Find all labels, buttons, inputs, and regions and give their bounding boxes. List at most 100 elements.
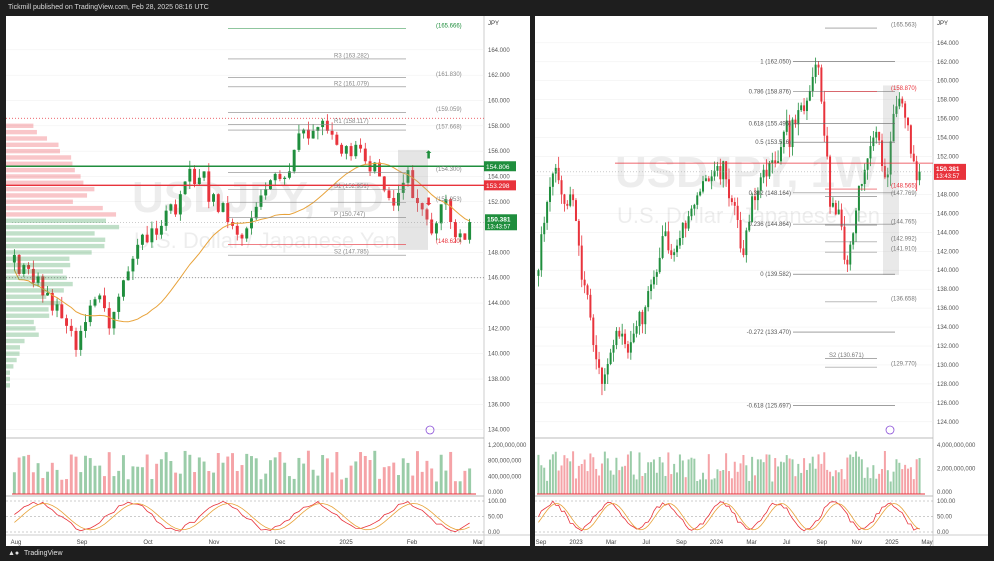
y-tick-label: 156.000 xyxy=(937,117,959,123)
volume-bar xyxy=(112,476,116,494)
candle-body xyxy=(843,226,846,260)
daily-chart-svg[interactable]: JPY 164.000 162.000 160.000 158.000 156.000 15… xyxy=(6,16,530,546)
candle-body xyxy=(782,131,785,148)
weekly-chart-panel[interactable]: JPY 164.000 162.000 160.000 158.000 156.000 15… xyxy=(535,16,988,546)
candle-body xyxy=(837,209,840,215)
volume-bar xyxy=(240,465,244,494)
volume-bar xyxy=(742,454,745,494)
volume-bar xyxy=(791,459,794,494)
symbol-description-watermark: U.S. Dollar / Japanese Yen xyxy=(134,228,397,253)
candle-body xyxy=(756,190,759,201)
daily-chart-panel[interactable]: JPY 164.000 162.000 160.000 158.000 156.000 15… xyxy=(6,16,530,546)
y-tick-label: 152.000 xyxy=(937,155,959,161)
volume-bar xyxy=(46,471,50,494)
level-label: S2 (147.785) xyxy=(334,250,369,256)
volume-bar xyxy=(216,453,220,494)
volume-profile-bar xyxy=(6,123,34,129)
fib-label: 0.786 (158.876) xyxy=(749,89,791,95)
candle-body xyxy=(193,168,197,185)
candle-body xyxy=(655,272,658,277)
candle-body xyxy=(886,174,889,178)
volume-profile-bar xyxy=(6,288,64,293)
volume-bar xyxy=(710,479,713,494)
volume-bar xyxy=(915,459,918,494)
tradingview-logo-icon: ▲● xyxy=(8,550,20,557)
candle-body xyxy=(31,268,35,283)
candle-body xyxy=(765,169,768,177)
volume-bar xyxy=(883,450,886,494)
y-tick-label: 126.000 xyxy=(937,401,959,407)
candle-body xyxy=(852,233,855,245)
volume-bar xyxy=(730,478,733,494)
volume-bar xyxy=(254,458,258,494)
candle-body xyxy=(624,333,627,345)
volume-bar xyxy=(678,454,681,494)
y-tick-label: 144.000 xyxy=(937,230,959,236)
volume-bar xyxy=(618,470,621,494)
volume-bar xyxy=(131,466,135,494)
volume-bar xyxy=(872,465,875,494)
volume-bar xyxy=(321,455,325,494)
candle-body xyxy=(543,222,546,235)
y-tick-label: 136.000 xyxy=(937,306,959,312)
candle-body xyxy=(840,209,843,227)
volume-bar xyxy=(278,452,282,494)
publisher-bar: Tickmill published on TradingView.com, F… xyxy=(0,0,994,16)
key-level-label: 153.298 xyxy=(486,183,510,190)
volume-bar xyxy=(751,456,754,494)
volume-bar xyxy=(406,462,410,494)
candle-body xyxy=(702,181,705,192)
volume-bar xyxy=(325,458,329,494)
volume-bar xyxy=(88,458,92,494)
candle-body xyxy=(707,178,710,182)
volume-profile-bar xyxy=(6,174,81,179)
weekly-chart-svg[interactable]: JPY 164.000 162.000 160.000 158.000 156.000 15… xyxy=(535,16,988,546)
y-tick-label: 162.000 xyxy=(488,73,510,79)
candle-body xyxy=(883,166,886,178)
x-tick-label: Nov xyxy=(209,540,220,546)
candle-body xyxy=(449,199,453,223)
candle-body xyxy=(814,64,817,77)
volume-bar xyxy=(621,466,624,494)
candle-body xyxy=(600,367,603,384)
volume-bar xyxy=(287,476,291,494)
candle-body xyxy=(382,176,386,191)
candle-body xyxy=(430,219,434,234)
candle-body xyxy=(733,202,736,206)
candle-body xyxy=(650,284,653,292)
volume-bar xyxy=(136,466,140,494)
candle-body xyxy=(159,225,163,235)
candle-body xyxy=(557,167,560,181)
candle-body xyxy=(65,318,69,326)
volume-bar xyxy=(574,478,577,494)
volume-bar xyxy=(17,457,21,494)
volume-bar xyxy=(245,453,249,494)
volume-bar xyxy=(444,470,448,494)
fib-label: -0.618 (125.697) xyxy=(747,404,791,410)
candle-body xyxy=(687,216,690,229)
candle-body xyxy=(866,158,869,170)
candle-body xyxy=(788,120,791,148)
volume-bar xyxy=(577,465,580,494)
candle-body xyxy=(335,134,339,145)
candle-body xyxy=(79,330,83,350)
candle-body xyxy=(36,276,40,283)
current-price-value: 150.381 xyxy=(487,216,511,223)
candle-body xyxy=(164,210,168,226)
volume-bar xyxy=(363,455,367,494)
volume-bar xyxy=(892,471,895,494)
volume-profile-bar xyxy=(6,345,20,350)
level-label: (129.770) xyxy=(891,362,917,368)
candle-body xyxy=(197,177,201,185)
y-tick-label: 152.000 xyxy=(488,200,510,206)
candle-body xyxy=(849,244,852,265)
candle-body xyxy=(907,117,910,126)
candle-body xyxy=(676,245,679,253)
candle-body xyxy=(901,98,904,104)
fib-label: -0.272 (133.470) xyxy=(747,330,791,336)
volume-bar xyxy=(183,450,187,494)
volume-bar xyxy=(788,458,791,494)
x-tick-label: Feb xyxy=(407,540,418,546)
volume-bar xyxy=(572,451,575,494)
volume-bar xyxy=(41,478,45,494)
